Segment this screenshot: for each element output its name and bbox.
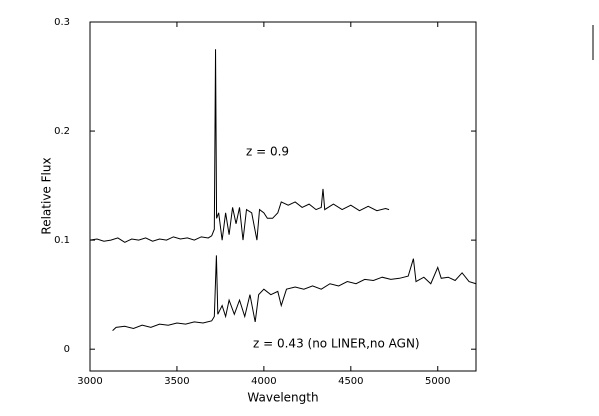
spectrum-line xyxy=(112,255,477,332)
x-tick-label: 5000 xyxy=(425,376,450,387)
plot-frame xyxy=(89,21,477,372)
y-tick-label: 0 xyxy=(64,344,70,355)
annotation: z = 0.43 (no LINER,no AGN) xyxy=(253,337,420,351)
x-tick-label: 3000 xyxy=(77,376,102,387)
x-axis-label: Wavelength xyxy=(247,391,318,405)
x-tick-label: 3500 xyxy=(164,376,189,387)
annotation: z = 0.9 xyxy=(246,145,289,159)
x-tick-label: 4000 xyxy=(251,376,276,387)
y-tick-label: 0.2 xyxy=(54,126,70,137)
y-axis-label: Relative Flux xyxy=(40,157,54,234)
spectrum-line xyxy=(89,49,390,243)
y-tick-label: 0.1 xyxy=(54,235,70,246)
x-tick-label: 4500 xyxy=(338,376,363,387)
y-tick-label: 0.3 xyxy=(54,17,70,28)
